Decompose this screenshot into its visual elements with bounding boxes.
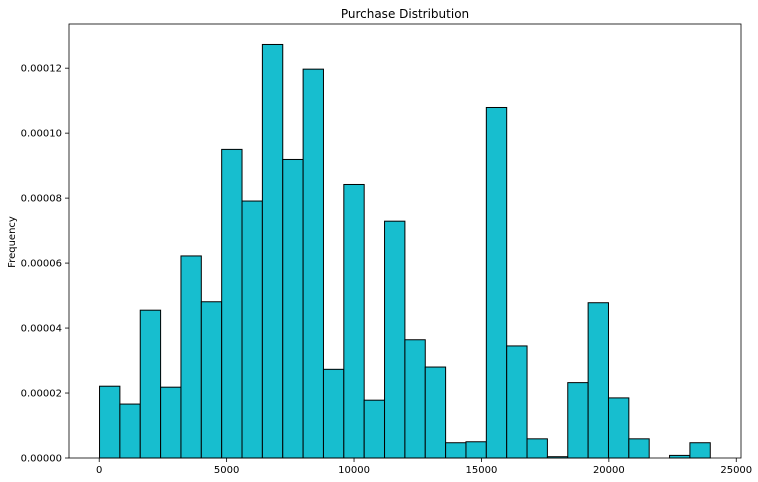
- histogram-bar: [221, 148, 243, 459]
- y-axis-ticks: 0.00000 0.00002 0.00004 0.00006 0.00008 0.000…: [21, 64, 69, 465]
- chart-title: Purchase Distribution: [341, 7, 469, 21]
- histogram-bar: [567, 382, 589, 459]
- histogram-bar: [628, 438, 650, 459]
- histogram-bar: [485, 106, 508, 459]
- x-tick-label: 15000: [466, 465, 498, 476]
- histogram-bar: [119, 403, 141, 459]
- histogram-bar: [180, 255, 202, 459]
- histogram-bar: [139, 309, 162, 459]
- histogram-bar: [526, 438, 548, 459]
- histogram-bar: [424, 366, 447, 459]
- histogram-bar: [689, 442, 711, 459]
- histogram-bar: [607, 397, 630, 459]
- histogram-bar: [445, 442, 467, 459]
- histogram-bar: [322, 368, 345, 459]
- histogram-bar: [506, 345, 528, 459]
- histogram-bar: [465, 441, 487, 459]
- y-tick-label: 0.00006: [21, 259, 62, 270]
- y-tick-label: 0.00000: [21, 454, 62, 465]
- y-tick-label: 0.00004: [21, 324, 62, 335]
- histogram-bar: [200, 301, 223, 459]
- plot-frame: [68, 23, 742, 459]
- x-tick-label: 20000: [593, 465, 625, 476]
- histogram-bar: [99, 385, 121, 459]
- histogram-bar: [363, 399, 386, 459]
- bars-group: [99, 43, 711, 459]
- y-tick-label: 0.00002: [21, 389, 62, 400]
- histogram-bar: [302, 68, 324, 459]
- x-tick-label: 5000: [214, 465, 239, 476]
- histogram-bar: [404, 339, 426, 459]
- y-tick-label: 0.00012: [21, 64, 62, 75]
- x-tick-label: 10000: [338, 465, 370, 476]
- x-tick-label: 0: [96, 465, 102, 476]
- histogram-bar: [343, 183, 365, 459]
- x-axis-ticks: 0 5000 10000 15000 20000 25000: [96, 458, 752, 476]
- y-tick-label: 0.00010: [21, 129, 62, 140]
- histogram-bar: [282, 158, 304, 459]
- y-tick-label: 0.00008: [21, 194, 62, 205]
- histogram-bar: [587, 302, 609, 459]
- x-tick-label: 25000: [720, 465, 752, 476]
- histogram-bar: [261, 43, 284, 459]
- histogram-bar: [160, 386, 182, 459]
- y-axis-label: Frequency: [7, 216, 18, 268]
- histogram-bar: [384, 220, 406, 459]
- histogram-bar: [241, 200, 263, 459]
